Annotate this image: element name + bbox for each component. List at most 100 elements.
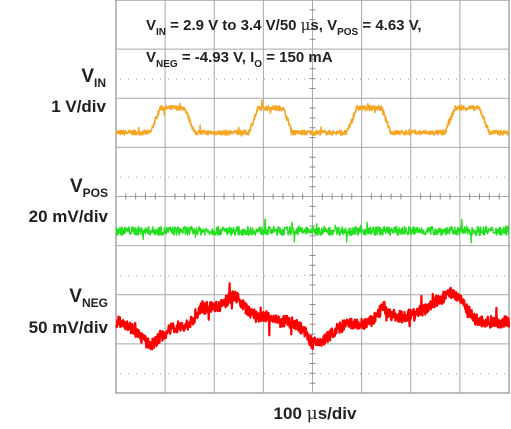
grid-dot xyxy=(120,78,121,80)
grid-dot xyxy=(400,275,401,277)
grid-dot xyxy=(304,275,305,277)
grid-dot xyxy=(224,275,225,277)
grid-dot xyxy=(248,275,249,277)
grid-dot xyxy=(400,373,401,375)
vneg-channel-label: VNEG xyxy=(69,286,108,310)
grid-dot xyxy=(480,275,481,277)
grid-dot xyxy=(464,275,465,277)
grid-dot xyxy=(392,78,393,80)
grid-dot xyxy=(184,176,185,178)
grid-dot xyxy=(336,373,337,375)
grid-dot xyxy=(240,373,241,375)
grid-dot xyxy=(496,373,497,375)
grid-dot xyxy=(160,373,161,375)
grid-dot xyxy=(456,176,457,178)
grid-dot xyxy=(432,373,433,375)
grid-dot xyxy=(144,373,145,375)
grid-dot xyxy=(408,176,409,178)
vin-trace xyxy=(115,99,510,137)
grid-dot xyxy=(160,176,161,178)
grid-dot xyxy=(440,373,441,375)
grid-dot xyxy=(328,78,329,80)
grid-dot xyxy=(120,373,121,375)
grid-dot xyxy=(136,275,137,277)
grid-dot xyxy=(184,78,185,80)
grid-dot xyxy=(392,275,393,277)
grid-dot xyxy=(240,78,241,80)
grid-dot xyxy=(144,176,145,178)
grid-dot xyxy=(184,373,185,375)
grid-dot xyxy=(160,78,161,80)
grid-dot xyxy=(304,176,305,178)
grid-dot xyxy=(504,275,505,277)
grid-dot xyxy=(176,176,177,178)
grid-dot xyxy=(176,373,177,375)
grid-dot xyxy=(280,373,281,375)
grid-dot xyxy=(224,373,225,375)
grid-dot xyxy=(232,373,233,375)
grid-dot xyxy=(136,373,137,375)
grid-dot xyxy=(360,275,361,277)
grid-dot xyxy=(384,373,385,375)
vpos-trace xyxy=(115,218,510,244)
grid-dot xyxy=(192,78,193,80)
grid-dot xyxy=(368,373,369,375)
grid-dot xyxy=(216,78,217,80)
grid-dot xyxy=(296,78,297,80)
grid-dot xyxy=(208,176,209,178)
grid-dot xyxy=(208,373,209,375)
grid-dot xyxy=(344,275,345,277)
grid-dot xyxy=(152,373,153,375)
grid-dot xyxy=(184,275,185,277)
grid-dot xyxy=(200,78,201,80)
grid-dot xyxy=(400,176,401,178)
grid-dot xyxy=(376,275,377,277)
grid-dot xyxy=(456,78,457,80)
grid-dot xyxy=(208,78,209,80)
grid-dot xyxy=(288,176,289,178)
vpos-channel-label: VPOS xyxy=(70,176,108,200)
grid-dot xyxy=(152,275,153,277)
grid-dot xyxy=(296,373,297,375)
grid-dot xyxy=(248,176,249,178)
grid-dot xyxy=(256,373,257,375)
grid-dot xyxy=(304,373,305,375)
grid-dot xyxy=(368,176,369,178)
grid-dot xyxy=(360,176,361,178)
grid-dot xyxy=(352,176,353,178)
grid-dot xyxy=(472,176,473,178)
grid-dot xyxy=(120,176,121,178)
grid-dot xyxy=(152,176,153,178)
grid-dot xyxy=(256,78,257,80)
grid-dot xyxy=(432,176,433,178)
grid-dot xyxy=(456,275,457,277)
grid-dot xyxy=(376,373,377,375)
grid-dot xyxy=(200,176,201,178)
grid-dot xyxy=(240,176,241,178)
grid-dot xyxy=(152,78,153,80)
grid-dot xyxy=(320,176,321,178)
grid-dot xyxy=(312,78,313,80)
grid-dot xyxy=(312,275,313,277)
grid-dot xyxy=(288,275,289,277)
grid-dot xyxy=(128,275,129,277)
grid-dot xyxy=(368,78,369,80)
grid-dot xyxy=(384,176,385,178)
grid-dot xyxy=(296,275,297,277)
grid-dot xyxy=(168,176,169,178)
grid-dot xyxy=(320,78,321,80)
grid-dot xyxy=(464,78,465,80)
grid-dot xyxy=(280,176,281,178)
grid-dot xyxy=(424,373,425,375)
grid-dot xyxy=(320,275,321,277)
grid-dot xyxy=(464,373,465,375)
grid-dot xyxy=(400,78,401,80)
x-axis-label: 100 μs/div xyxy=(274,404,357,424)
grid-dot xyxy=(424,176,425,178)
grid-dot xyxy=(424,78,425,80)
grid-dot xyxy=(216,176,217,178)
grid-dot xyxy=(416,176,417,178)
grid-dot xyxy=(168,78,169,80)
grid-dot xyxy=(144,275,145,277)
grid-dot xyxy=(488,373,489,375)
